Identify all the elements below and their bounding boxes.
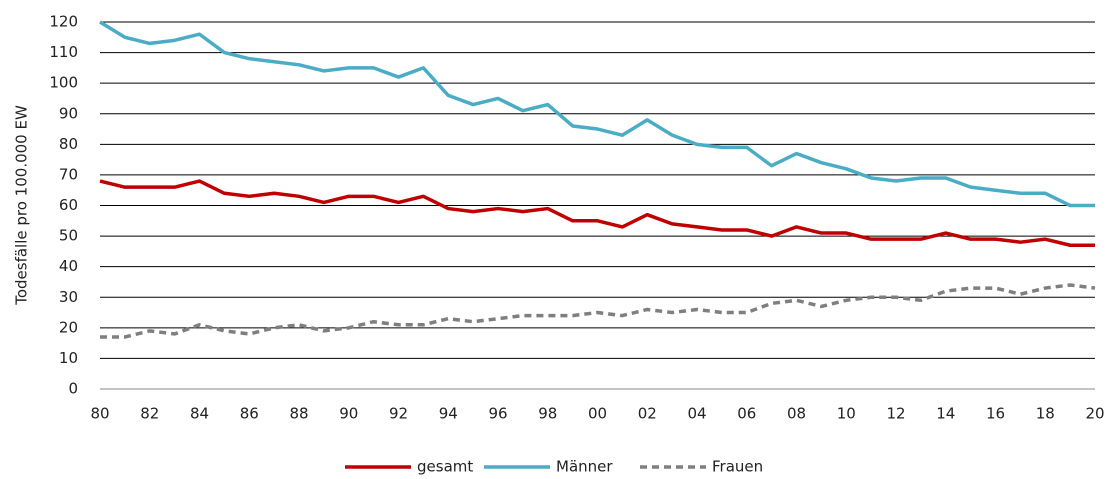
x-tick-label: 08 bbox=[787, 405, 806, 423]
x-tick-label: 98 bbox=[538, 405, 557, 423]
y-tick-label: 50 bbox=[59, 227, 78, 245]
x-tick-label: 16 bbox=[986, 405, 1005, 423]
x-tick-label: 18 bbox=[1036, 405, 1055, 423]
x-tick-label: 82 bbox=[140, 405, 159, 423]
x-tick-label: 86 bbox=[240, 405, 259, 423]
x-tick-label: 90 bbox=[339, 405, 358, 423]
x-tick-label: 02 bbox=[638, 405, 657, 423]
y-tick-label: 70 bbox=[59, 165, 78, 183]
line-series bbox=[99, 20, 1095, 208]
y-tick-label: 20 bbox=[59, 318, 78, 336]
x-tick-label: 84 bbox=[190, 405, 209, 423]
x-tick-label: 96 bbox=[488, 405, 507, 423]
x-tick-label: 12 bbox=[886, 405, 905, 423]
legend-label: Männer bbox=[556, 458, 613, 476]
x-tick-label: 06 bbox=[737, 405, 756, 423]
x-tick-label: 00 bbox=[588, 405, 607, 423]
y-tick-label: 100 bbox=[49, 74, 78, 92]
x-tick-label: 88 bbox=[289, 405, 308, 423]
x-tick-label: 10 bbox=[837, 405, 856, 423]
y-tick-label: 60 bbox=[59, 196, 78, 214]
y-tick-label: 10 bbox=[59, 349, 78, 367]
x-tick-label: 04 bbox=[687, 405, 706, 423]
y-tick-label: 40 bbox=[59, 257, 78, 275]
x-tick-label: 92 bbox=[389, 405, 408, 423]
y-tick-label: 30 bbox=[59, 288, 78, 306]
y-tick-label: 0 bbox=[68, 380, 78, 398]
y-tick-label: 90 bbox=[59, 104, 78, 122]
y-tick-label: 80 bbox=[59, 135, 78, 153]
line-series bbox=[99, 179, 1095, 248]
line-series bbox=[100, 283, 1096, 339]
x-tick-label: 80 bbox=[90, 405, 109, 423]
x-tick-label: 94 bbox=[439, 405, 458, 423]
legend-label: Frauen bbox=[712, 458, 763, 476]
y-axis-label: Todesfälle pro 100.000 EW bbox=[13, 105, 31, 306]
legend-label: gesamt bbox=[417, 458, 473, 476]
x-tick-label: 20 bbox=[1085, 405, 1104, 423]
y-tick-label: 110 bbox=[49, 43, 78, 61]
y-tick-label: 120 bbox=[49, 13, 78, 31]
x-tick-label: 14 bbox=[936, 405, 955, 423]
